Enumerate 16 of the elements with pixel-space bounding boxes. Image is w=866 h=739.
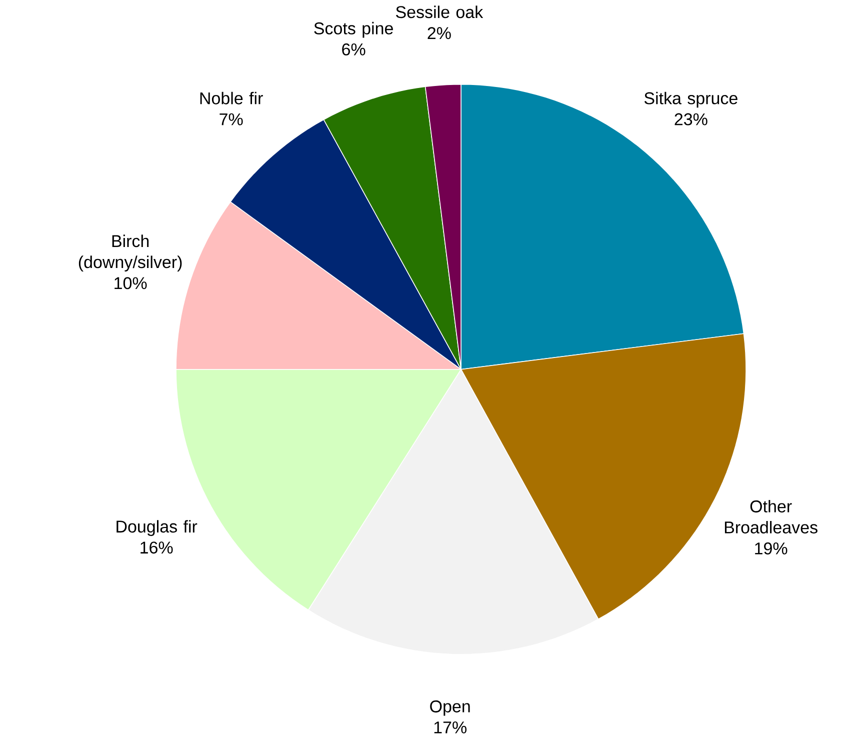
data-label: 23% bbox=[674, 113, 708, 126]
data-label: 10% bbox=[114, 277, 147, 290]
slice-label: Birch (downy/silver) bbox=[78, 234, 182, 272]
data-label: 2% bbox=[428, 27, 451, 40]
slice-label: Scots pine bbox=[314, 22, 393, 38]
slice-label: Sessile oak bbox=[396, 6, 484, 18]
data-label: 19% bbox=[755, 542, 788, 554]
data-label: 7% bbox=[220, 113, 243, 126]
data-label: 6% bbox=[342, 43, 366, 56]
slice-label: Sitka spruce bbox=[644, 92, 738, 108]
data-label: 17% bbox=[434, 721, 466, 734]
slice-label: Other Broadleaves bbox=[724, 500, 818, 534]
slice-label: Douglas fir bbox=[116, 520, 198, 536]
slice-label: Open bbox=[430, 700, 470, 716]
slice-label: Noble fir bbox=[200, 92, 263, 104]
data-label: 16% bbox=[140, 542, 173, 554]
